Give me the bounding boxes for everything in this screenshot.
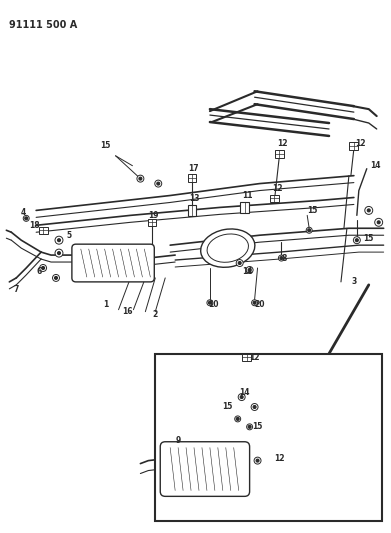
Bar [188,205,197,216]
Text: 11: 11 [242,191,253,200]
Circle shape [278,255,284,261]
Circle shape [55,236,63,244]
Circle shape [306,227,312,233]
Circle shape [207,300,213,306]
Ellipse shape [207,234,248,262]
Circle shape [54,277,57,279]
Circle shape [251,403,258,410]
Circle shape [253,301,256,304]
Bar [350,142,358,150]
Text: 8: 8 [282,254,287,263]
Text: 14: 14 [370,161,381,170]
Text: 12: 12 [272,184,283,193]
Circle shape [240,395,243,399]
Bar [240,202,249,213]
Text: 7: 7 [14,285,19,294]
Circle shape [365,206,373,214]
Circle shape [353,237,361,244]
Text: 1: 1 [103,300,108,309]
Circle shape [235,416,241,422]
Text: 14: 14 [242,268,253,277]
Circle shape [23,215,29,221]
Circle shape [57,252,61,255]
Circle shape [247,424,253,430]
Circle shape [39,264,47,271]
Text: 12: 12 [274,454,285,463]
Circle shape [236,417,239,421]
Circle shape [248,269,251,271]
Text: 13: 13 [189,194,199,203]
Text: 4: 4 [21,208,26,217]
Bar [242,354,251,361]
Circle shape [137,175,144,182]
Circle shape [246,266,253,273]
FancyBboxPatch shape [160,442,249,496]
Circle shape [248,425,251,429]
Bar [39,227,48,234]
Text: 12: 12 [355,139,366,148]
Bar [188,174,197,182]
Text: 17: 17 [188,164,198,173]
Text: 15: 15 [100,141,111,150]
Text: 18: 18 [29,221,39,230]
Circle shape [155,180,162,187]
Text: 5: 5 [66,231,72,240]
Circle shape [139,177,142,180]
Text: 20: 20 [254,300,265,309]
Circle shape [52,274,59,281]
Ellipse shape [201,229,255,268]
Text: 15: 15 [252,422,263,431]
Circle shape [25,217,28,220]
Bar [275,150,284,158]
Text: 19: 19 [148,211,159,220]
Circle shape [41,266,45,270]
Text: 12: 12 [277,139,288,148]
Circle shape [236,260,243,266]
Text: 91111 500 A: 91111 500 A [9,20,77,30]
Bar [148,219,156,226]
Text: 14: 14 [239,387,250,397]
FancyBboxPatch shape [72,244,154,282]
Circle shape [208,301,212,304]
Circle shape [55,249,63,257]
Text: 12: 12 [249,353,260,362]
Bar [270,195,279,203]
Circle shape [157,182,160,185]
Text: 2: 2 [152,310,158,319]
Text: 16: 16 [122,307,133,316]
Text: 9: 9 [176,436,181,445]
Circle shape [367,209,370,212]
Circle shape [355,239,358,241]
Circle shape [280,256,283,260]
Circle shape [308,229,311,232]
Circle shape [57,239,61,241]
Circle shape [377,221,380,224]
Text: 15: 15 [222,402,233,411]
Circle shape [254,457,261,464]
Text: 3: 3 [351,277,357,286]
Circle shape [256,459,259,462]
Circle shape [238,262,241,264]
Text: 6: 6 [36,268,42,277]
Text: 15: 15 [307,206,317,215]
Circle shape [375,219,383,227]
Circle shape [253,406,256,408]
Circle shape [251,300,258,306]
Text: 10: 10 [209,300,219,309]
Text: 15: 15 [364,233,374,243]
Bar [155,354,382,521]
Circle shape [238,393,245,400]
